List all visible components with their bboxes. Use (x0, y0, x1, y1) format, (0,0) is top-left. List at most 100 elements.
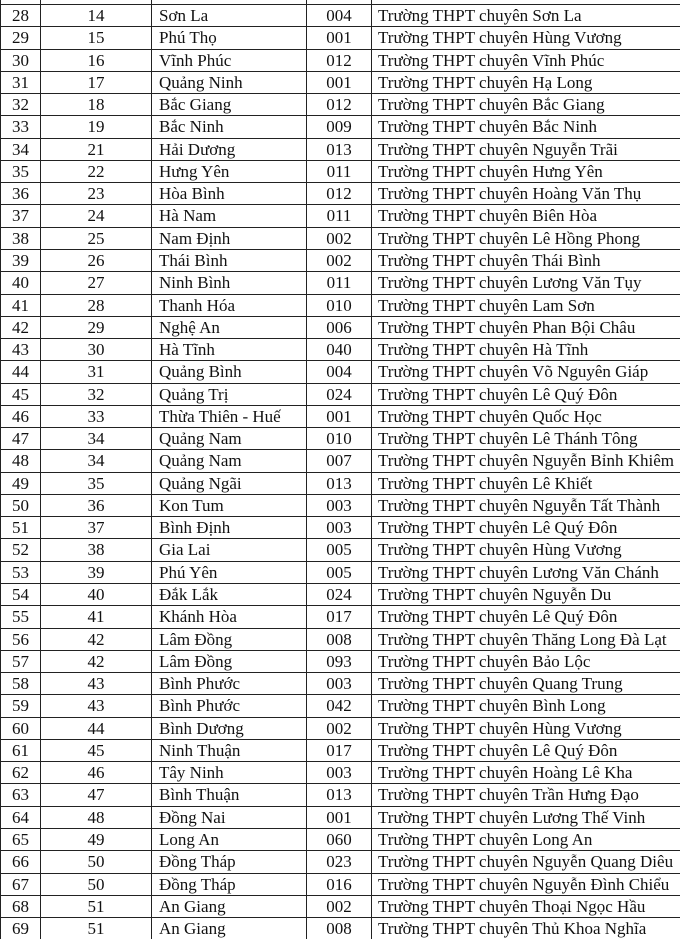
row-number-cell: 64 (0, 806, 40, 828)
school-name-cell: Trường THPT chuyên Nguyễn Đình Chiểu (371, 873, 680, 895)
school-name-cell: Trường THPT chuyên Nguyễn Quang Diêu (371, 851, 680, 873)
province-name-cell: Bình Thuận (151, 784, 306, 806)
school-name-cell: Trường THPT chuyên Phan Bội Châu (371, 316, 680, 339)
school-code-cell: 008 (306, 628, 371, 650)
province-code-cell: 43 (40, 695, 151, 717)
school-name-cell: Trường THPT chuyên Lương Văn Tụy (371, 272, 680, 294)
province-code-cell: 24 (40, 205, 151, 227)
province-name-cell: Đắk Lắk (151, 584, 306, 606)
row-number-cell: 44 (0, 361, 40, 383)
province-name-cell: Lâm Đồng (151, 628, 306, 650)
province-code-cell: 35 (40, 472, 151, 494)
school-code-cell: 012 (306, 49, 371, 71)
school-code-cell: 003 (306, 494, 371, 517)
province-code-cell: 18 (40, 94, 151, 116)
province-name-cell: Hải Dương (151, 138, 306, 160)
school-name-cell: Trường THPT chuyên Hoàng Lê Kha (371, 762, 680, 784)
row-number-cell: 54 (0, 584, 40, 606)
row-number-cell: 38 (0, 227, 40, 249)
province-name-cell: Quảng Trị (151, 383, 306, 405)
table-row: 63 47 Bình Thuận 013 Trường THPT chuyên Trần… (0, 783, 680, 806)
school-code-cell: 012 (306, 183, 371, 205)
province-code-cell: 50 (40, 851, 151, 873)
row-number-cell: 41 (0, 294, 40, 316)
table-row: 62 46 Tây Ninh 003 Trường THPT chuyên Hoàng … (0, 761, 680, 784)
province-code-cell: 49 (40, 828, 151, 851)
previous-row-fragment (0, 0, 680, 4)
row-number-cell: 29 (0, 27, 40, 49)
row-number-cell: 63 (0, 784, 40, 806)
school-name-cell: Trường THPT chuyên Hùng Vương (371, 27, 680, 49)
school-code-cell: 001 (306, 806, 371, 828)
province-name-cell: Gia Lai (151, 539, 306, 561)
table-row: 38 25 Nam Định 002 Trường THPT chuyên Lê Hồn… (0, 226, 680, 249)
school-name-cell: Trường THPT chuyên Lê Quý Đôn (371, 606, 680, 628)
province-code-cell: 31 (40, 361, 151, 383)
row-number-cell: 43 (0, 339, 40, 361)
school-name-cell: Trường THPT chuyên Biên Hòa (371, 205, 680, 227)
school-code-cell: 023 (306, 851, 371, 873)
school-code-cell: 002 (306, 717, 371, 739)
table-row: 45 32 Quảng Trị 024 Trường THPT chuyên Lê Qu… (0, 382, 680, 405)
school-name-cell: Trường THPT chuyên Bắc Giang (371, 94, 680, 116)
school-name-cell: Trường THPT chuyên Hạ Long (371, 71, 680, 94)
table-row: 65 49 Long An 060 Trường THPT chuyên Long An (0, 827, 680, 851)
province-name-cell: Sơn La (151, 5, 306, 27)
school-code-cell: 013 (306, 472, 371, 494)
row-number-cell: 28 (0, 5, 40, 27)
province-name-cell: Quảng Bình (151, 361, 306, 383)
row-number-cell: 57 (0, 650, 40, 673)
province-code-cell: 40 (40, 584, 151, 606)
province-code-cell: 36 (40, 494, 151, 517)
school-name-cell: Trường THPT chuyên Hà Tĩnh (371, 339, 680, 361)
school-code-cell: 007 (306, 450, 371, 472)
school-code-cell: 093 (306, 650, 371, 673)
province-name-cell: Hà Tĩnh (151, 339, 306, 361)
school-code-cell: 008 (306, 918, 371, 939)
school-name-cell: Trường THPT chuyên Trần Hưng Đạo (371, 784, 680, 806)
table-row: 55 41 Khánh Hòa 017 Trường THPT chuyên Lê Qu… (0, 605, 680, 628)
province-code-cell: 34 (40, 450, 151, 472)
school-code-cell: 001 (306, 71, 371, 94)
school-code-cell: 001 (306, 405, 371, 428)
province-name-cell: Bình Dương (151, 717, 306, 739)
school-code-cell: 010 (306, 428, 371, 450)
row-number-cell: 66 (0, 851, 40, 873)
province-code-cell: 29 (40, 316, 151, 339)
table-row: 53 39 Phú Yên 005 Trường THPT chuyên Lương V… (0, 560, 680, 584)
table-row: 59 43 Bình Phước 042 Trường THPT chuyên Bình… (0, 694, 680, 717)
table-row: 57 42 Lâm Đồng 093 Trường THPT chuyên Bảo Lộ… (0, 649, 680, 673)
province-code-cell: 47 (40, 784, 151, 806)
school-name-cell: Trường THPT chuyên Nguyễn Trãi (371, 138, 680, 160)
province-code-cell: 33 (40, 405, 151, 428)
table-row: 47 34 Quảng Nam 010 Trường THPT chuyên Lê Th… (0, 427, 680, 450)
province-code-cell: 50 (40, 873, 151, 895)
province-name-cell: Quảng Ninh (151, 71, 306, 94)
row-number-cell: 56 (0, 628, 40, 650)
province-name-cell: Ninh Thuận (151, 739, 306, 762)
province-name-cell: Ninh Bình (151, 272, 306, 294)
table-row: 69 51 An Giang 008 Trường THPT chuyên Thủ Kh… (0, 917, 680, 939)
table-row: 54 40 Đắk Lắk 024 Trường THPT chuyên Nguyễn … (0, 583, 680, 606)
school-name-cell: Trường THPT chuyên Thái Bình (371, 249, 680, 272)
school-name-cell: Trường THPT chuyên Nguyễn Bỉnh Khiêm (371, 450, 680, 472)
province-name-cell: Phú Yên (151, 561, 306, 584)
school-code-cell: 017 (306, 606, 371, 628)
province-code-cell: 45 (40, 739, 151, 762)
province-code-cell: 30 (40, 339, 151, 361)
school-name-cell: Trường THPT chuyên Vĩnh Phúc (371, 49, 680, 71)
school-code-cell: 024 (306, 584, 371, 606)
table-row: 49 35 Quảng Ngãi 013 Trường THPT chuyên Lê K… (0, 471, 680, 494)
province-code-cell: 43 (40, 673, 151, 695)
province-code-cell: 19 (40, 116, 151, 138)
table-row: 46 33 Thừa Thiên - Huế 001 Trường THPT chuyê… (0, 404, 680, 428)
table-row: 58 43 Bình Phước 003 Trường THPT chuyên Quan… (0, 672, 680, 695)
province-code-cell: 22 (40, 160, 151, 183)
province-code-cell: 39 (40, 561, 151, 584)
province-name-cell: Phú Thọ (151, 27, 306, 49)
school-name-cell: Trường THPT chuyên Thủ Khoa Nghĩa (371, 918, 680, 939)
province-name-cell: Quảng Ngãi (151, 472, 306, 494)
school-name-cell: Trường THPT chuyên Long An (371, 828, 680, 851)
province-code-cell: 16 (40, 49, 151, 71)
row-number-cell: 59 (0, 695, 40, 717)
